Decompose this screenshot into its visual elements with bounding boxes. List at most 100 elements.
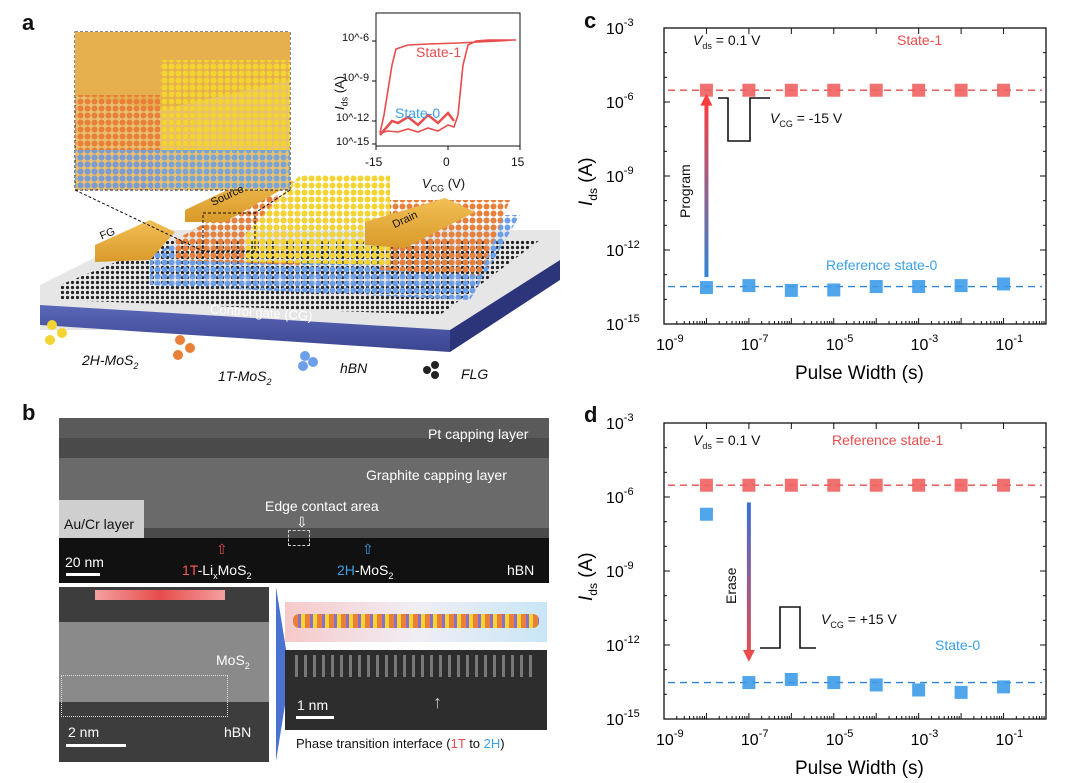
panel-label-b: b [22, 400, 36, 425]
data-point [699, 507, 713, 521]
atomic-model [285, 602, 547, 642]
data-point [827, 676, 841, 690]
red-gradient-bar [95, 590, 225, 600]
chart-d-vcg: VCG = +15 V [821, 611, 897, 630]
inset-ytick-2: 10^-9 [342, 72, 370, 84]
data-point [997, 680, 1011, 694]
y-tick-label: 10-6 [606, 91, 634, 112]
stem-image-top [59, 418, 549, 583]
inset-xtick-1: -15 [365, 155, 383, 169]
y-tick-label: 10-12 [606, 634, 640, 655]
x-tick-label: 10-9 [656, 333, 684, 354]
data-point [954, 685, 968, 699]
chart-c-program-label: Program [677, 164, 693, 218]
legend-flg-icon [423, 361, 439, 379]
arrow-head [700, 93, 713, 106]
x-tick-label: 10-7 [741, 728, 769, 749]
data-point [954, 83, 968, 97]
data-point [742, 83, 756, 97]
drain-electrode [365, 198, 475, 248]
data-point [784, 672, 798, 686]
inset-xlabel: VCG (V) [422, 176, 466, 194]
zoom-inset [74, 31, 291, 191]
data-point [699, 478, 713, 492]
data-point [954, 478, 968, 492]
edge-contact-label: Edge contact area [265, 498, 379, 514]
x-axis-label: Pulse Width (s) [795, 363, 924, 384]
data-point [912, 683, 926, 697]
aucr-label: Au/Cr layer [64, 516, 135, 532]
erase-arrow [746, 502, 751, 658]
y-tick-label: 10-3 [606, 412, 634, 433]
data-point [699, 83, 713, 97]
plot-frame [663, 27, 1047, 325]
pt-capping-label: Pt capping layer [428, 426, 529, 442]
plot-frame [663, 422, 1047, 720]
panel-label-c: c [584, 8, 597, 33]
panel-label-d: d [584, 402, 598, 427]
chart-d-erase-label: Erase [723, 567, 739, 604]
x-tick-label: 10-9 [656, 728, 684, 749]
x-tick-label: 10-3 [911, 333, 939, 354]
legend-1t-mos2-icon [173, 335, 195, 360]
data-point [869, 83, 883, 97]
y-tick-label: 10-9 [606, 560, 634, 581]
device-schematic [40, 31, 560, 379]
x-axis-label: Pulse Width (s) [795, 758, 924, 779]
y-axis-label: Ids (A) [576, 552, 600, 601]
hbn-bottom-label: hBN [224, 724, 252, 740]
legend-1t-mos2: 1T-MoS2 [218, 368, 272, 387]
chart-c-vds: Vds = 0.1 V [693, 32, 761, 51]
data-point [742, 279, 756, 293]
panel-label-a: a [22, 10, 35, 35]
data-point [699, 281, 713, 295]
chart-c-state0-label: Reference state-0 [826, 257, 938, 273]
legend-hbn-icon [298, 351, 318, 371]
data-point [997, 83, 1011, 97]
edge-contact-arrow-icon: ⇩ [296, 514, 308, 530]
y-axis-label: Ids (A) [576, 157, 600, 206]
chart-c: 10-9 10-7 10-5 10-3 10-1 10-3 10-6 10-9 10-12 10-… [576, 17, 1047, 384]
x-tick-label: 10-1 [996, 728, 1024, 749]
control-gate-bar [40, 305, 450, 352]
program-arrow [704, 97, 709, 278]
data-point [912, 83, 926, 97]
legend-2h-mos2: 2H-MoS2 [82, 352, 139, 371]
data-point [997, 277, 1011, 291]
data-point [912, 280, 926, 294]
inset-xtick-3: 15 [511, 155, 525, 169]
stem-image-bottom-left [59, 587, 269, 762]
scale-bar-20nm [66, 573, 100, 576]
legend-hbn: hBN [340, 360, 368, 376]
x-tick-label: 10-3 [911, 728, 939, 749]
scale-bar-1nm [296, 716, 334, 719]
phase-transition-caption: Phase transition interface (1T to 2H) [296, 736, 505, 751]
chart-c-vcg: VCG = -15 V [770, 110, 843, 129]
scale-20nm: 20 nm [65, 554, 104, 570]
data-point [869, 478, 883, 492]
y-tick-label: 10-9 [606, 165, 634, 186]
label-1t-lixmos2: 1T-LixMoS2 [182, 562, 252, 581]
iv-curve [379, 39, 516, 134]
legend-2h-mos2-icon [45, 320, 67, 345]
pulse-waveform [718, 97, 770, 142]
arrow-head [742, 649, 755, 662]
mos2-label: MoS2 [216, 652, 250, 671]
blue-arrow-icon: ⇧ [362, 541, 374, 557]
x-tick-label: 10-5 [826, 333, 854, 354]
legend-flg: FLG [461, 366, 489, 382]
interface-arrow-icon: ↑ [433, 692, 442, 712]
data-point [827, 283, 841, 297]
data-point [784, 283, 798, 297]
mos2-2h-region [245, 175, 390, 265]
y-tick-label: 10-15 [606, 313, 640, 334]
data-point [869, 678, 883, 692]
data-point [997, 478, 1011, 492]
x-tick-label: 10-5 [826, 728, 854, 749]
data-point [869, 280, 883, 294]
chart-d: 10-9 10-7 10-5 10-3 10-1 10-3 10-6 10-9 10-12 10-… [576, 412, 1047, 779]
chart-d-state1-label: Reference state-1 [832, 432, 944, 448]
inset-ytick-4: 10^-15 [336, 136, 370, 148]
data-point [912, 478, 926, 492]
chart-c-state1-label: State-1 [897, 32, 943, 48]
